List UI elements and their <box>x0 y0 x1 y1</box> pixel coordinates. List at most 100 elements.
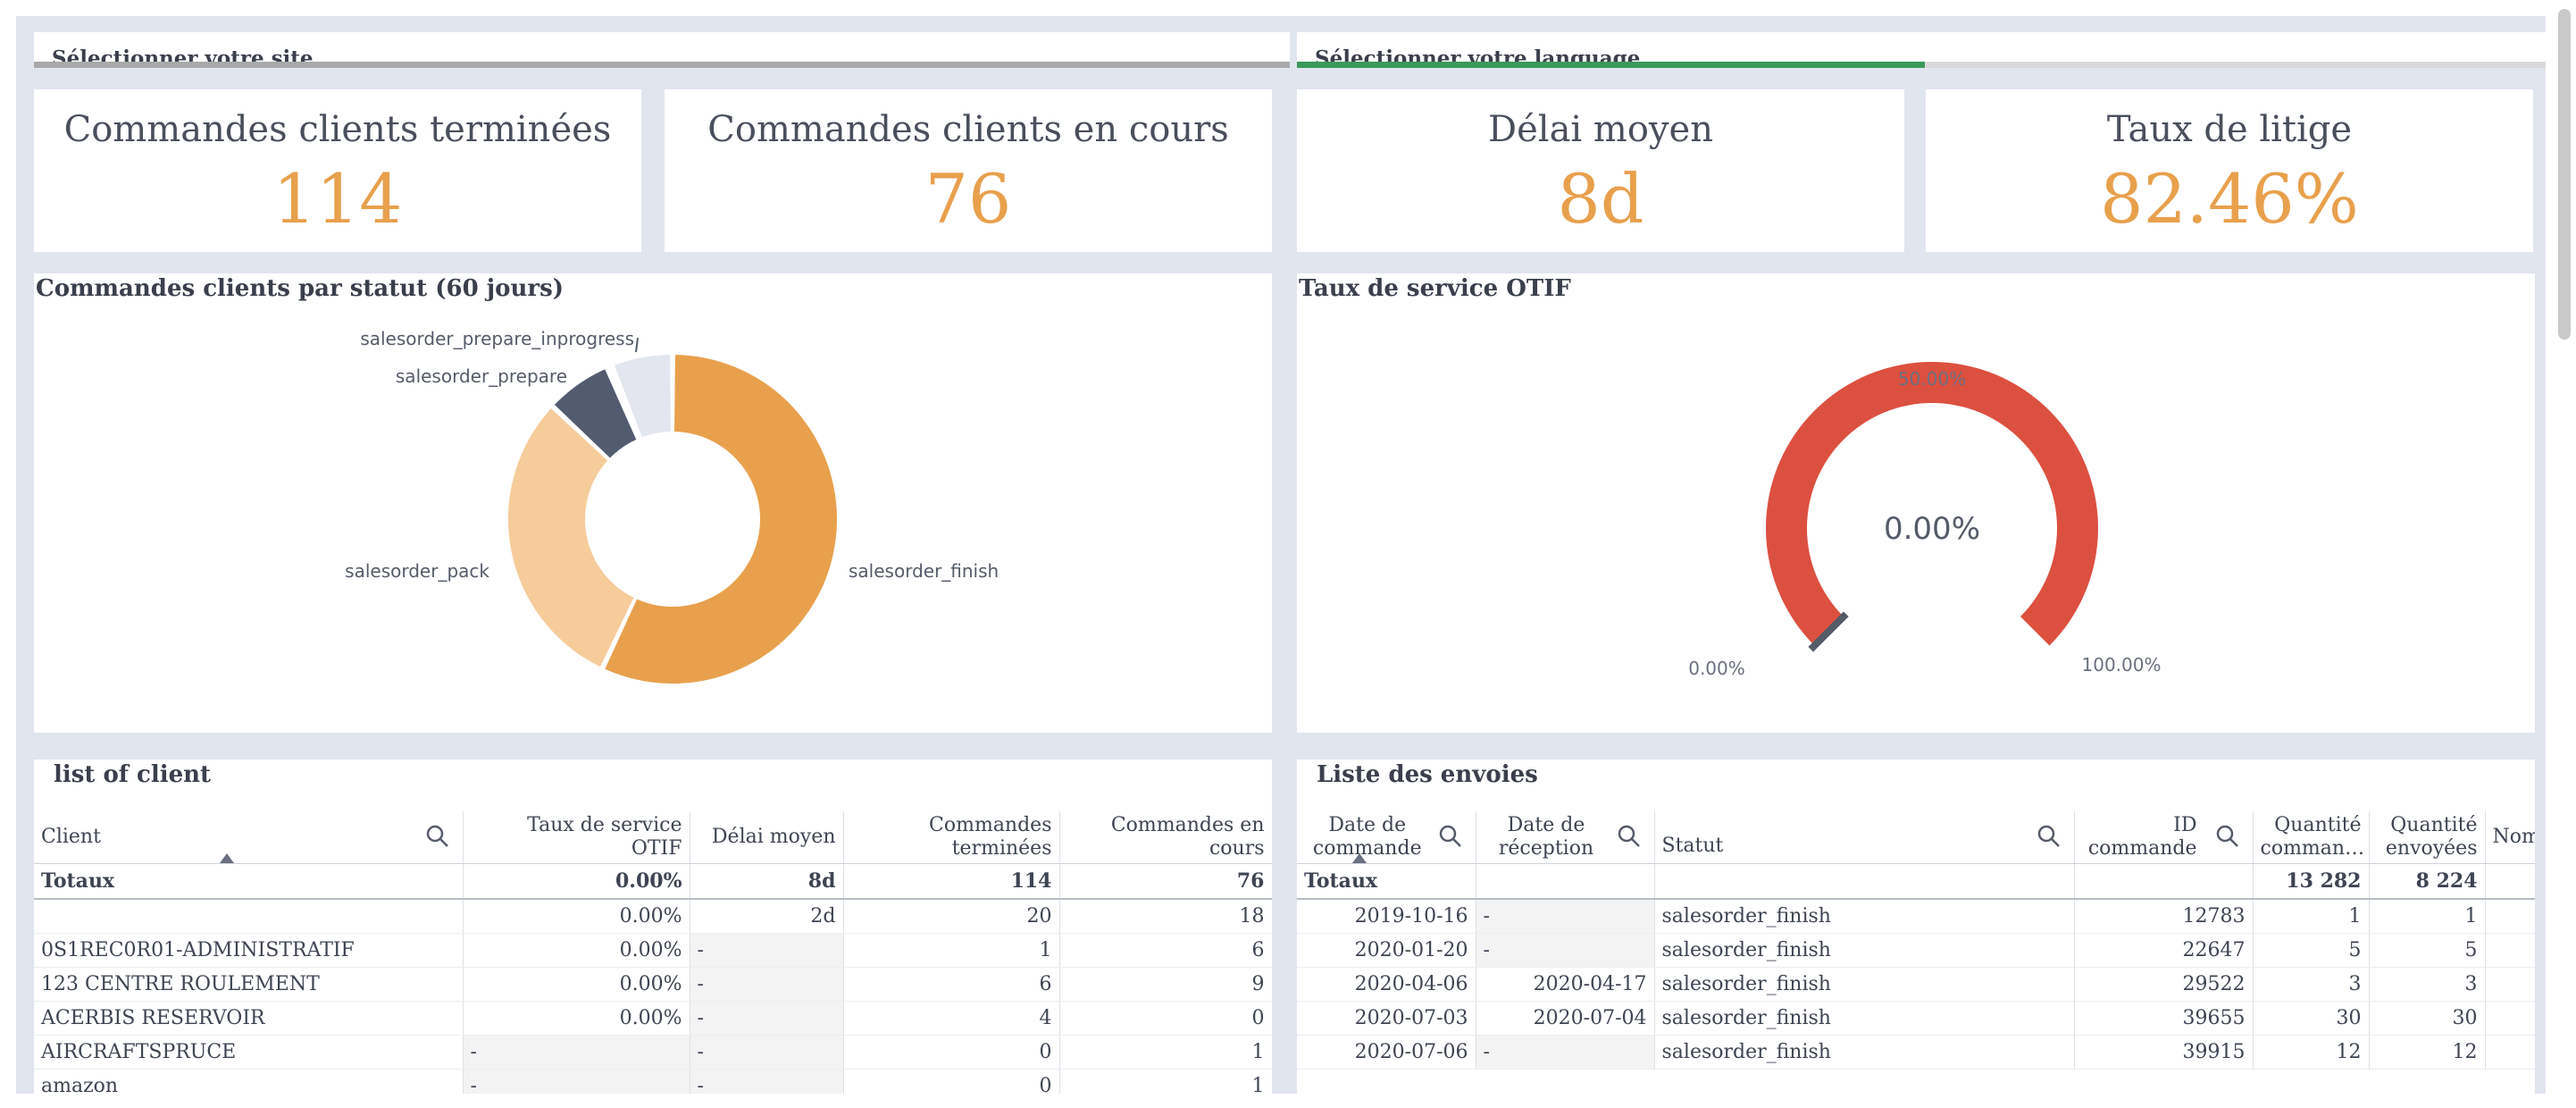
table-cell: 2019-10-16 <box>1297 899 1476 934</box>
donut-chart: salesorder_finish salesorder_pack salesord… <box>345 328 999 685</box>
table-row[interactable]: 2019-10-16 - salesorder_finish 12783 1 1 <box>1297 899 2535 934</box>
table-cell: amazon <box>34 1069 464 1094</box>
column-header-completed-orders[interactable]: Commandes terminées <box>843 811 1060 864</box>
slice-label: salesorder_prepare_inprogress <box>360 328 634 349</box>
column-header-client[interactable]: Client <box>34 811 464 864</box>
table-cell: 3 <box>2369 967 2486 1002</box>
table-cell: salesorder_finish <box>1654 899 2075 934</box>
label-leader-line <box>635 337 639 353</box>
column-header-status[interactable]: Statut <box>1654 811 2075 864</box>
panel-title: Taux de service OTIF <box>1299 275 1571 302</box>
kpi-card-orders-in-progress: Commandes clients en cours 76 <box>665 89 1272 252</box>
page-scrollbar[interactable] <box>2558 9 2571 340</box>
gauge-max-label: 100.00% <box>2082 654 2162 676</box>
donut-slice[interactable] <box>607 365 641 441</box>
table-cell <box>2485 1035 2535 1070</box>
site-selector[interactable]: Sélectionner votre site <box>34 32 1290 68</box>
column-header-average-delay[interactable]: Délai moyen <box>690 811 844 864</box>
table-cell: AIRCRAFTSPRUCE <box>34 1035 464 1070</box>
kpi-card-dispute-rate: Taux de litige 82.46% <box>1926 89 2533 252</box>
table-cell: 0 <box>1059 1001 1272 1036</box>
table-header-row: Client Taux de service OTIF Délai moyen … <box>34 811 1272 864</box>
table-row[interactable]: amazon - - 0 1 <box>34 1069 1272 1094</box>
table-row[interactable]: 2020-07-06 - salesorder_finish 39915 12 … <box>1297 1035 2535 1070</box>
column-header-customer-name[interactable]: Nom de c <box>2485 811 2536 864</box>
shipments-table: Date de commande Date de réception Statu… <box>1297 811 2535 1070</box>
sort-ascending-icon[interactable] <box>1352 852 1367 863</box>
kpi-card-average-delay: Délai moyen 8d <box>1297 89 1904 252</box>
table-row[interactable]: 123 CENTRE ROULEMENT 0.00% - 6 9 <box>34 967 1272 1002</box>
table-cell: 22647 <box>2074 933 2254 968</box>
client-table: Client Taux de service OTIF Délai moyen … <box>34 811 1272 1094</box>
table-row[interactable]: 2020-04-06 2020-04-17 salesorder_finish … <box>1297 967 2535 1002</box>
donut-slice[interactable] <box>552 366 639 461</box>
search-icon[interactable] <box>425 824 450 849</box>
column-header-reception-date[interactable]: Date de réception <box>1476 811 1655 864</box>
search-icon[interactable] <box>2215 824 2240 849</box>
table-cell: 8d <box>690 863 844 900</box>
table-cell: 114 <box>843 863 1060 900</box>
donut-slice[interactable] <box>612 352 673 440</box>
sort-ascending-icon[interactable] <box>220 852 234 863</box>
table-cell: 18 <box>1059 899 1272 934</box>
orders-by-status-panel: Commandes clients par statut (60 jours) … <box>34 273 1272 733</box>
table-cell: 76 <box>1059 863 1272 900</box>
table-cell: - <box>1476 899 1655 934</box>
totals-row: Totaux 13 282 8 224 <box>1297 863 2535 900</box>
table-cell <box>1654 863 2075 900</box>
dashboard: Sélectionner votre site Sélectionner vot… <box>16 16 2546 1094</box>
table-cell <box>2074 863 2254 900</box>
column-label: Nom de c <box>2492 825 2536 848</box>
table-cell: 6 <box>1059 933 1272 968</box>
column-header-order-date[interactable]: Date de commande <box>1297 811 1476 864</box>
column-label: ID commande <box>2087 813 2197 860</box>
totals-row: Totaux 0.00% 8d 114 76 <box>34 863 1272 900</box>
table-cell: - <box>690 967 844 1002</box>
table-cell: 0.00% <box>463 899 690 934</box>
table-row[interactable]: 0.00% 2d 20 18 <box>34 899 1272 934</box>
table-row[interactable]: AIRCRAFTSPRUCE - - 0 1 <box>34 1035 1272 1070</box>
column-label: Commandes en cours <box>1110 813 1265 860</box>
slice-label: salesorder_prepare <box>396 365 567 387</box>
table-cell <box>2485 1001 2535 1036</box>
table-row[interactable]: 0S1REC0R01-ADMINISTRATIF 0.00% - 1 6 <box>34 933 1272 968</box>
search-icon[interactable] <box>1617 824 1642 849</box>
donut-slice[interactable] <box>602 352 839 685</box>
table-cell: 2020-07-04 <box>1476 1001 1655 1036</box>
table-cell: 123 CENTRE ROULEMENT <box>34 967 464 1002</box>
gauge-min-label: 0.00% <box>1688 658 1745 679</box>
table-cell: 0.00% <box>463 967 690 1002</box>
table-cell: 29522 <box>2074 967 2254 1002</box>
table-cell: 2020-01-20 <box>1297 933 1476 968</box>
table-cell <box>2485 933 2535 968</box>
kpi-value: 82.46% <box>2100 159 2359 239</box>
language-selector-bar <box>1297 62 2546 68</box>
search-icon[interactable] <box>2037 824 2062 849</box>
column-header-orders-in-progress[interactable]: Commandes en cours <box>1059 811 1272 864</box>
column-label: Délai moyen <box>711 825 836 848</box>
table-cell: ACERBIS RESERVOIR <box>34 1001 464 1036</box>
column-header-shipped-quantity[interactable]: Quantité envoyées <box>2369 811 2486 864</box>
column-header-order-id[interactable]: ID commande <box>2074 811 2254 864</box>
table-row[interactable]: ACERBIS RESERVOIR 0.00% - 4 0 <box>34 1001 1272 1036</box>
table-cell: salesorder_finish <box>1654 1001 2075 1036</box>
search-icon[interactable] <box>1438 824 1463 849</box>
table-cell: salesorder_finish <box>1654 1035 2075 1070</box>
table-cell: 0 <box>843 1069 1060 1094</box>
table-cell: 9 <box>1059 967 1272 1002</box>
table-cell: - <box>1476 933 1655 968</box>
table-row[interactable]: 2020-07-03 2020-07-04 salesorder_finish … <box>1297 1001 2535 1036</box>
table-cell: 12783 <box>2074 899 2254 934</box>
column-header-otif[interactable]: Taux de service OTIF <box>463 811 690 864</box>
donut-slice[interactable] <box>506 406 637 669</box>
table-cell: 13 282 <box>2253 863 2370 900</box>
table-cell: 4 <box>843 1001 1060 1036</box>
table-cell: 2020-04-06 <box>1297 967 1476 1002</box>
table-cell: - <box>690 1035 844 1070</box>
table-cell: 1 <box>1059 1069 1272 1094</box>
language-selector[interactable]: Sélectionner votre language <box>1297 32 2546 68</box>
table-row[interactable]: 2020-01-20 - salesorder_finish 22647 5 5 <box>1297 933 2535 968</box>
gauge-mid-label: 50.00% <box>1898 368 1966 390</box>
table-cell: 20 <box>843 899 1060 934</box>
column-header-ordered-quantity[interactable]: Quantité comman… <box>2253 811 2370 864</box>
